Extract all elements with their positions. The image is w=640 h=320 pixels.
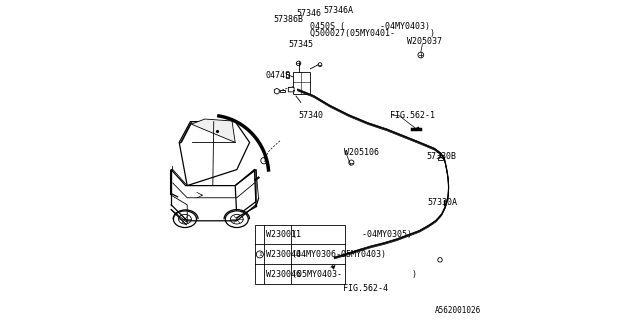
Bar [438, 157, 443, 160]
Circle shape [349, 160, 354, 165]
Circle shape [418, 52, 424, 58]
Ellipse shape [230, 214, 243, 224]
Text: W205037: W205037 [407, 37, 442, 46]
Text: 57330A: 57330A [428, 198, 457, 207]
Text: Q500027(05MY0401-       ): Q500027(05MY0401- ) [310, 29, 435, 38]
Text: W230044: W230044 [266, 250, 301, 259]
Ellipse shape [225, 211, 248, 228]
Polygon shape [179, 122, 250, 186]
Text: 1: 1 [258, 252, 262, 257]
Text: 57386B: 57386B [274, 15, 303, 24]
Text: FIG.562-1: FIG.562-1 [390, 111, 435, 120]
Text: W230046: W230046 [266, 270, 301, 279]
Text: 57330B: 57330B [426, 152, 456, 161]
Text: (             -04MY0305): ( -04MY0305) [292, 230, 412, 239]
Text: FIG.562-4: FIG.562-4 [343, 284, 388, 293]
Text: W205106: W205106 [344, 148, 379, 157]
Polygon shape [236, 170, 256, 216]
Text: 1: 1 [262, 158, 266, 163]
Circle shape [257, 251, 264, 258]
Polygon shape [191, 119, 236, 142]
Text: (04MY0306-05MY0403): (04MY0306-05MY0403) [292, 250, 387, 259]
FancyBboxPatch shape [288, 87, 294, 92]
Ellipse shape [173, 211, 196, 228]
Bar [280, 90, 285, 92]
Circle shape [318, 63, 322, 67]
Bar [255, 225, 345, 284]
Ellipse shape [179, 214, 191, 224]
Circle shape [438, 258, 442, 262]
Text: 57340: 57340 [298, 111, 323, 120]
Bar [285, 72, 289, 78]
Text: (05MY0403-              ): (05MY0403- ) [292, 270, 417, 279]
Polygon shape [180, 122, 192, 143]
Text: 57346: 57346 [296, 9, 321, 18]
Text: A562001026: A562001026 [435, 306, 481, 315]
Circle shape [261, 157, 268, 164]
Circle shape [296, 61, 301, 66]
Text: 0450S (       -04MY0403): 0450S ( -04MY0403) [310, 22, 430, 31]
Text: W230011: W230011 [266, 230, 301, 239]
Bar [292, 72, 310, 94]
Text: 0474S: 0474S [266, 71, 291, 80]
Text: 57346A: 57346A [323, 6, 353, 15]
Text: 57345: 57345 [289, 40, 314, 49]
